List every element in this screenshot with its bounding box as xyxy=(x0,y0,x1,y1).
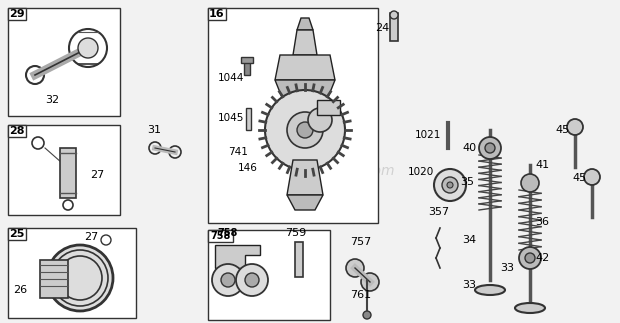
Bar xyxy=(8,228,26,240)
Circle shape xyxy=(447,182,453,188)
Text: 26: 26 xyxy=(13,285,27,295)
Text: 16: 16 xyxy=(209,9,225,19)
Polygon shape xyxy=(317,100,340,115)
Ellipse shape xyxy=(475,285,505,295)
Circle shape xyxy=(485,143,495,153)
Polygon shape xyxy=(293,30,317,55)
Bar xyxy=(390,13,398,41)
Text: 33: 33 xyxy=(500,263,514,273)
Text: 28: 28 xyxy=(9,126,25,136)
Bar xyxy=(8,125,26,137)
Text: 35: 35 xyxy=(460,177,474,187)
Circle shape xyxy=(47,245,113,311)
Text: 758: 758 xyxy=(210,231,231,241)
Text: 34: 34 xyxy=(462,235,476,245)
Text: 761: 761 xyxy=(350,290,371,300)
Text: 1021: 1021 xyxy=(415,130,441,140)
Text: 1044: 1044 xyxy=(218,73,244,83)
Text: 146: 146 xyxy=(238,163,258,173)
Bar xyxy=(8,125,120,215)
Text: 357: 357 xyxy=(428,207,449,217)
Circle shape xyxy=(265,90,345,170)
Bar xyxy=(244,60,250,75)
Bar xyxy=(208,8,226,20)
Circle shape xyxy=(361,273,379,291)
Circle shape xyxy=(221,273,235,287)
Polygon shape xyxy=(287,195,323,210)
Circle shape xyxy=(245,273,259,287)
Bar xyxy=(246,108,251,130)
Text: 1020: 1020 xyxy=(408,167,434,177)
Text: 31: 31 xyxy=(147,125,161,135)
Circle shape xyxy=(363,311,371,319)
Text: 33: 33 xyxy=(462,280,476,290)
Bar xyxy=(295,242,303,277)
Text: 41: 41 xyxy=(535,160,549,170)
Circle shape xyxy=(521,174,539,192)
Polygon shape xyxy=(275,55,335,80)
Circle shape xyxy=(584,169,600,185)
Text: 25: 25 xyxy=(9,229,25,239)
Text: 27: 27 xyxy=(90,170,104,180)
Text: 32: 32 xyxy=(45,95,59,105)
Text: 29: 29 xyxy=(9,9,25,19)
Polygon shape xyxy=(215,245,260,268)
Circle shape xyxy=(287,112,323,148)
Circle shape xyxy=(519,247,541,269)
Bar xyxy=(208,230,330,320)
Circle shape xyxy=(297,122,313,138)
Polygon shape xyxy=(275,80,335,100)
Text: 741: 741 xyxy=(228,147,248,157)
Text: 757: 757 xyxy=(350,237,371,247)
Text: 27: 27 xyxy=(84,232,98,242)
Text: 36: 36 xyxy=(535,217,549,227)
Text: eReplacementParts.com: eReplacementParts.com xyxy=(225,164,395,178)
Circle shape xyxy=(442,177,458,193)
Bar xyxy=(8,8,26,20)
Circle shape xyxy=(212,264,244,296)
Circle shape xyxy=(390,11,398,19)
Bar xyxy=(241,57,253,63)
Text: 758: 758 xyxy=(217,228,237,238)
Bar xyxy=(40,260,68,298)
Circle shape xyxy=(567,119,583,135)
Text: 40: 40 xyxy=(462,143,476,153)
Circle shape xyxy=(434,169,466,201)
Bar xyxy=(8,228,136,318)
Circle shape xyxy=(479,137,501,159)
Circle shape xyxy=(78,38,98,58)
Bar xyxy=(208,230,233,242)
Bar xyxy=(60,148,76,198)
Polygon shape xyxy=(297,18,313,30)
Circle shape xyxy=(346,259,364,277)
Circle shape xyxy=(525,253,535,263)
Circle shape xyxy=(236,264,268,296)
Text: 24: 24 xyxy=(375,23,389,33)
Text: 759: 759 xyxy=(285,228,306,238)
Text: 45: 45 xyxy=(555,125,569,135)
Ellipse shape xyxy=(515,303,545,313)
Bar xyxy=(8,8,120,116)
Bar xyxy=(208,8,378,223)
Text: 45: 45 xyxy=(572,173,586,183)
Text: 1045: 1045 xyxy=(218,113,244,123)
Circle shape xyxy=(308,108,332,132)
Polygon shape xyxy=(287,160,323,195)
Text: 42: 42 xyxy=(535,253,549,263)
